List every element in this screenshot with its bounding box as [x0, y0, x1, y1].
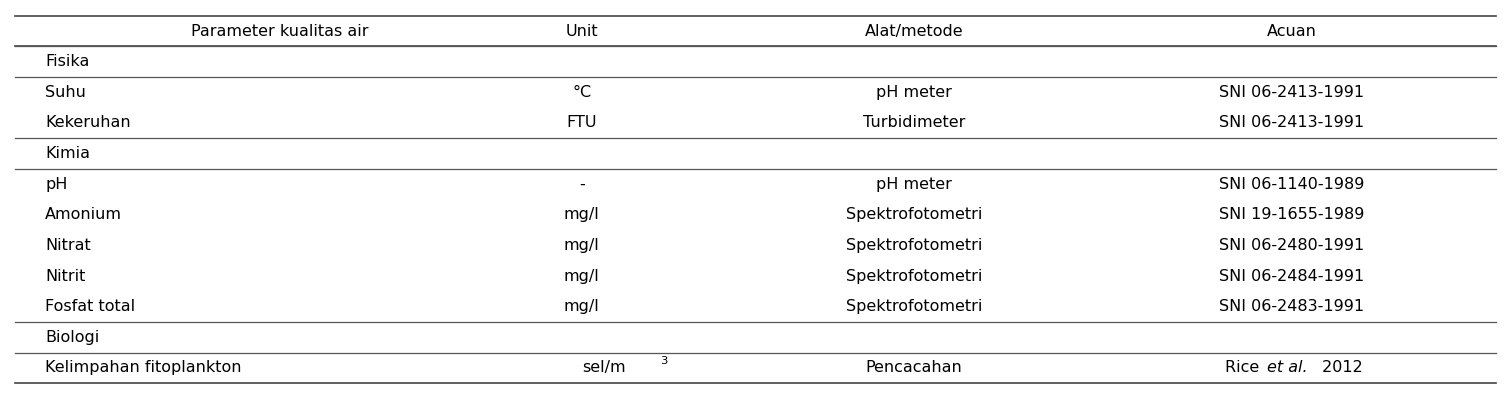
Text: Kelimpahan fitoplankton: Kelimpahan fitoplankton — [45, 360, 242, 375]
Text: -: - — [579, 177, 585, 192]
Text: et al.: et al. — [1266, 360, 1307, 375]
Text: Fisika: Fisika — [45, 54, 89, 69]
Text: Spektrofotometri: Spektrofotometri — [846, 207, 982, 222]
Text: Spektrofotometri: Spektrofotometri — [846, 238, 982, 253]
Text: mg/l: mg/l — [564, 299, 600, 314]
Text: Unit: Unit — [565, 24, 598, 39]
Text: Rice: Rice — [1225, 360, 1265, 375]
Text: Acuan: Acuan — [1266, 24, 1318, 39]
Text: Kimia: Kimia — [45, 146, 91, 161]
Text: SNI 06-1140-1989: SNI 06-1140-1989 — [1219, 177, 1364, 192]
Text: pH: pH — [45, 177, 68, 192]
Text: SNI 06-2484-1991: SNI 06-2484-1991 — [1219, 269, 1364, 284]
Text: 2012: 2012 — [1318, 360, 1363, 375]
Text: °C: °C — [573, 85, 591, 100]
Text: pH meter: pH meter — [876, 85, 952, 100]
Text: SNI 06-2413-1991: SNI 06-2413-1991 — [1219, 85, 1364, 100]
Text: Turbidimeter: Turbidimeter — [863, 115, 966, 130]
Text: Fosfat total: Fosfat total — [45, 299, 136, 314]
Text: mg/l: mg/l — [564, 269, 600, 284]
Text: Pencacahan: Pencacahan — [866, 360, 963, 375]
Text: SNI 06-2480-1991: SNI 06-2480-1991 — [1219, 238, 1364, 253]
Text: Spektrofotometri: Spektrofotometri — [846, 269, 982, 284]
Text: pH meter: pH meter — [876, 177, 952, 192]
Text: SNI 19-1655-1989: SNI 19-1655-1989 — [1219, 207, 1364, 222]
Text: sel/m: sel/m — [582, 360, 626, 375]
Text: Nitrit: Nitrit — [45, 269, 86, 284]
Text: Alat/metode: Alat/metode — [864, 24, 964, 39]
Text: Parameter kualitas air: Parameter kualitas air — [190, 24, 369, 39]
Text: mg/l: mg/l — [564, 238, 600, 253]
Text: Amonium: Amonium — [45, 207, 122, 222]
Text: Nitrat: Nitrat — [45, 238, 91, 253]
Text: 3: 3 — [660, 356, 668, 366]
Text: SNI 06-2483-1991: SNI 06-2483-1991 — [1219, 299, 1364, 314]
Text: mg/l: mg/l — [564, 207, 600, 222]
Text: Spektrofotometri: Spektrofotometri — [846, 299, 982, 314]
Text: Suhu: Suhu — [45, 85, 86, 100]
Text: SNI 06-2413-1991: SNI 06-2413-1991 — [1219, 115, 1364, 130]
Text: Biologi: Biologi — [45, 330, 100, 345]
Text: Kekeruhan: Kekeruhan — [45, 115, 131, 130]
Text: FTU: FTU — [567, 115, 597, 130]
